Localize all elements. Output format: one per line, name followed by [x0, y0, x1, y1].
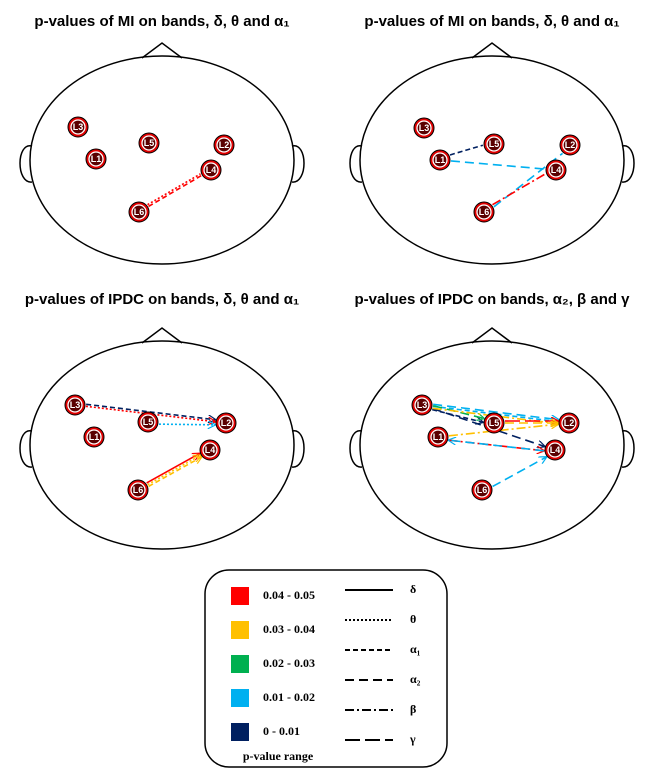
edge	[492, 174, 545, 205]
node-label: L6	[477, 485, 488, 495]
node-label: L2	[219, 140, 230, 150]
edge	[148, 455, 201, 484]
panel: p-values of MI on bands, δ, θ and α₁ L1 L2…	[20, 13, 304, 264]
node-label: L2	[564, 418, 575, 428]
node-label: L1	[433, 432, 444, 442]
head	[30, 341, 294, 549]
legend-band: α₂	[410, 672, 421, 686]
panel-title: p-values of IPDC on bands, δ, θ and α₁	[25, 291, 299, 308]
node-label: L4	[550, 445, 561, 455]
node-label: L3	[70, 400, 81, 410]
node-label: L4	[551, 165, 562, 175]
legend-swatch	[231, 587, 249, 605]
node-label: L3	[73, 122, 84, 132]
edge	[450, 145, 483, 155]
legend-swatch	[231, 723, 249, 741]
legend-range: 0.02 - 0.03	[263, 656, 315, 670]
node-label: L4	[205, 445, 216, 455]
panel-title: p-values of IPDC on bands, α₂, β and γ	[354, 291, 630, 308]
node-label: L2	[565, 140, 576, 150]
node-label: L1	[435, 155, 446, 165]
node-label: L6	[134, 207, 145, 217]
edge	[493, 457, 547, 486]
legend-band: α₁	[410, 642, 421, 656]
panel: p-values of IPDC on bands, δ, θ and α₁ L1…	[20, 291, 304, 549]
legend-band: γ	[409, 732, 416, 746]
node-label: L5	[144, 138, 155, 148]
edge	[451, 161, 545, 169]
node-label: L1	[89, 432, 100, 442]
legend-range: 0.03 - 0.04	[263, 622, 315, 636]
edge	[147, 454, 200, 483]
legend-range: 0.04 - 0.05	[263, 588, 315, 602]
legend-band: β	[410, 702, 416, 716]
head	[360, 341, 624, 549]
figure: p-values of MI on bands, δ, θ and α₁ L1 L2…	[0, 0, 652, 770]
edge	[147, 174, 200, 205]
panel: p-values of MI on bands, δ, θ and α₁ L1 L2…	[350, 13, 634, 264]
legend-swatch	[231, 689, 249, 707]
head	[360, 56, 624, 264]
panel-title: p-values of MI on bands, δ, θ and α₁	[364, 13, 619, 30]
legend-band: θ	[410, 612, 416, 626]
node-label: L5	[489, 139, 500, 149]
node-label: L6	[133, 485, 144, 495]
legend-band: δ	[410, 582, 416, 596]
edge	[159, 424, 215, 425]
edge	[149, 457, 202, 486]
panel: p-values of IPDC on bands, α₂, β and γ L1…	[350, 291, 634, 549]
head	[30, 56, 294, 264]
node-label: L5	[489, 418, 500, 428]
panel-title: p-values of MI on bands, δ, θ and α₁	[34, 13, 289, 30]
legend-range: 0 - 0.01	[263, 724, 300, 738]
node-label: L1	[91, 154, 102, 164]
node-label: L4	[206, 165, 217, 175]
node-label: L2	[221, 418, 232, 428]
node-label: L5	[143, 417, 154, 427]
node-label: L3	[417, 400, 428, 410]
legend-swatch	[231, 655, 249, 673]
legend-swatch	[231, 621, 249, 639]
edge	[149, 176, 202, 207]
node-label: L6	[479, 207, 490, 217]
legend-range: 0.01 - 0.02	[263, 690, 315, 704]
legend-footer: p-value range	[243, 749, 314, 763]
node-label: L3	[419, 123, 430, 133]
